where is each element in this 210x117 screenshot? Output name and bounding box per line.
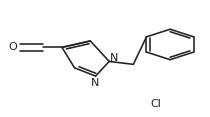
Text: N: N [91,78,99,88]
Text: Cl: Cl [150,99,161,109]
Text: O: O [8,42,17,52]
Text: N: N [110,53,119,63]
